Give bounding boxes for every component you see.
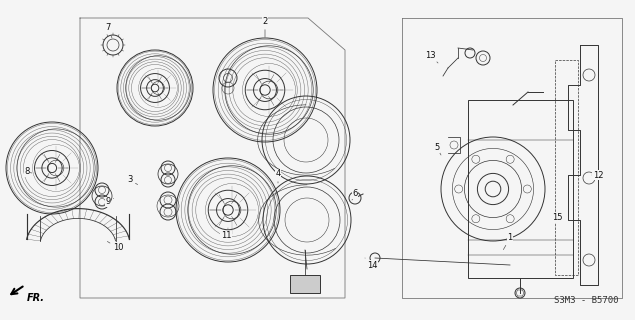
Text: 2: 2 — [262, 18, 267, 37]
Text: 15: 15 — [552, 213, 562, 222]
Text: 3: 3 — [127, 175, 138, 185]
Text: 12: 12 — [592, 171, 603, 180]
Text: 8: 8 — [24, 167, 32, 177]
Text: 13: 13 — [425, 51, 438, 63]
Text: 6: 6 — [352, 189, 358, 200]
Text: 1: 1 — [504, 234, 512, 250]
Text: S3M3 - B5700: S3M3 - B5700 — [554, 296, 618, 305]
Text: 10: 10 — [107, 242, 123, 252]
Text: 4: 4 — [276, 170, 281, 183]
Text: 11: 11 — [221, 228, 231, 241]
Text: FR.: FR. — [27, 293, 45, 303]
Bar — [468, 100, 573, 278]
Text: 7: 7 — [105, 23, 112, 38]
Text: 9: 9 — [105, 197, 114, 206]
Text: 14: 14 — [365, 258, 377, 269]
Bar — [290, 275, 320, 293]
Text: 5: 5 — [434, 143, 441, 155]
